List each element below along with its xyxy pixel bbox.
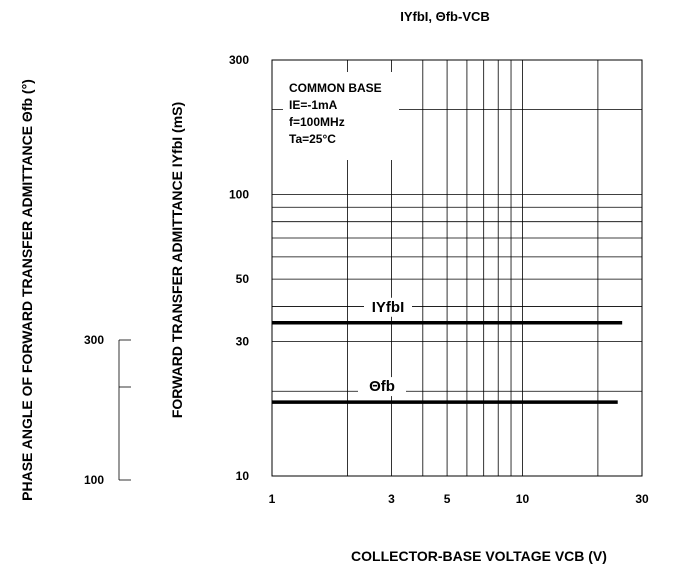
plot-frame: [271, 59, 643, 477]
y-tick-label: 30: [236, 335, 250, 349]
x-tick-label: 30: [635, 492, 649, 506]
conditions-bg: [283, 72, 399, 160]
condition-text: COMMON BASE: [289, 81, 382, 95]
x-tick-label: 10: [516, 492, 530, 506]
series-label: Θfb: [369, 378, 395, 395]
condition-text: Ta=25°C: [289, 132, 336, 146]
y-tick-label: 300: [229, 53, 249, 67]
x-tick-label: 5: [444, 492, 451, 506]
series-labels: IYfbI Θfb: [358, 297, 412, 397]
conditions-box: COMMON BASE IE=-1mA f=100MHz Ta=25°C: [283, 72, 399, 160]
x-tick-label: 1: [269, 492, 276, 506]
y2-axis-label: PHASE ANGLE OF FORWARD TRANSFER ADMITTAN…: [19, 79, 35, 501]
y2-tick-label: 100: [84, 473, 104, 487]
grid: [272, 60, 642, 476]
y-tick-label: 100: [229, 187, 249, 201]
y-tick-label: 50: [236, 272, 250, 286]
series-label: IYfbI: [372, 299, 405, 316]
y-tick-labels: 300 100 50 30 10: [229, 53, 249, 483]
y2-tick-label: 300: [84, 333, 104, 347]
chart-title: IYfbI, Θfb-VCB: [400, 9, 490, 24]
y-axis-label: FORWARD TRANSFER ADMITTANCE IYfbI (mS): [169, 102, 185, 418]
condition-text: IE=-1mA: [289, 98, 338, 112]
series-label-bg: [364, 297, 412, 317]
series-label-bg: [358, 377, 406, 397]
secondary-y-axis: 300 100: [84, 333, 131, 487]
y-tick-label: 10: [236, 469, 250, 483]
series-lines: [272, 321, 623, 404]
condition-text: f=100MHz: [289, 115, 345, 129]
x-tick-labels: 1 3 5 10 30: [269, 492, 649, 506]
x-tick-label: 3: [388, 492, 395, 506]
x-axis-label: COLLECTOR-BASE VOLTAGE VCB (V): [351, 548, 607, 564]
